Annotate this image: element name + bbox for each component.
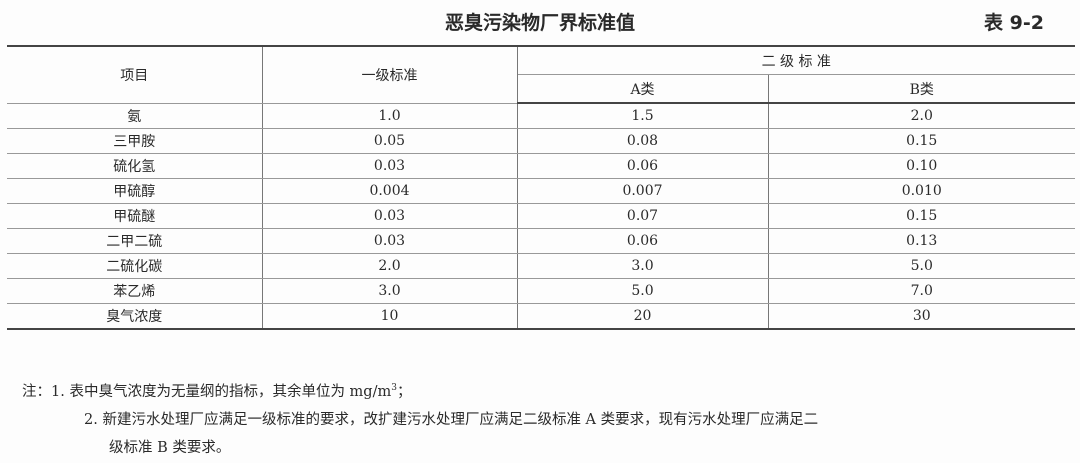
table-row: 三甲胺 0.05 0.08 0.15 (7, 128, 1075, 154)
cell-grade2-a: 0.007 (516, 178, 769, 204)
note-1: 注：1. 表中臭气浓度为无量纲的指标，其余单位为 mg/m3； (22, 383, 412, 400)
cell-item: 二硫化碳 (7, 253, 263, 279)
table-row: 硫化氢 0.03 0.06 0.10 (7, 153, 1075, 179)
notes: 注：1. 表中臭气浓度为无量纲的指标，其余单位为 mg/m3； 2. 新建污水处… (22, 374, 818, 462)
cell-grade1: 2.0 (261, 253, 518, 279)
cell-grade1: 0.05 (261, 128, 518, 154)
table-row: 苯乙烯 3.0 5.0 7.0 (7, 278, 1075, 304)
cell-grade2-b: 0.010 (767, 178, 1075, 204)
cell-grade2-a: 5.0 (516, 278, 769, 304)
header-grade2: 二 级 标 准 (516, 45, 1075, 75)
cell-item: 臭气浓度 (7, 303, 263, 330)
cell-item: 硫化氢 (7, 153, 263, 179)
cell-grade1: 3.0 (261, 278, 518, 304)
cell-item: 甲硫醇 (7, 178, 263, 204)
cell-grade2-a: 3.0 (516, 253, 769, 279)
cell-grade2-a: 0.06 (516, 228, 769, 254)
table-row: 二硫化碳 2.0 3.0 5.0 (7, 253, 1075, 279)
cell-grade1: 0.03 (261, 228, 518, 254)
table-row: 氨 1.0 1.5 2.0 (7, 103, 1075, 129)
cell-grade1: 0.004 (261, 178, 518, 204)
note-2-line-2: 级标准 B 类要求。 (109, 439, 231, 456)
cell-item: 氨 (7, 103, 263, 129)
table-row: 甲硫醚 0.03 0.07 0.15 (7, 203, 1075, 229)
table-row: 二甲二硫 0.03 0.06 0.13 (7, 228, 1075, 254)
cell-grade2-b: 2.0 (767, 103, 1075, 129)
cell-grade2-a: 0.07 (516, 203, 769, 229)
cell-grade2-b: 0.15 (767, 203, 1075, 229)
cell-item: 二甲二硫 (7, 228, 263, 254)
cell-grade2-b: 5.0 (767, 253, 1075, 279)
cell-grade2-b: 30 (767, 303, 1075, 330)
cell-grade2-b: 0.15 (767, 128, 1075, 154)
cell-grade2-b: 0.13 (767, 228, 1075, 254)
cell-item: 苯乙烯 (7, 278, 263, 304)
cell-grade2-a: 0.06 (516, 153, 769, 179)
header-item: 项目 (7, 45, 263, 104)
cell-grade1: 1.0 (261, 103, 518, 129)
standards-table: 项目 一级标准 二 级 标 准 A类 B类 氨 1.0 1.5 2.0 三甲胺 0.05 0… (7, 45, 1075, 330)
header-grade2-a: A类 (517, 74, 769, 104)
header-grade2-b: B类 (767, 74, 1075, 104)
table-title: 恶臭污染物厂界标准值 (444, 12, 635, 34)
table-number: 表 9-2 (984, 12, 1044, 34)
table-row: 甲硫醇 0.004 0.007 0.010 (7, 178, 1075, 204)
cell-grade1: 0.03 (261, 153, 518, 179)
cell-item: 三甲胺 (7, 128, 263, 154)
cell-grade2-b: 0.10 (767, 153, 1075, 179)
header-grade1: 一级标准 (261, 45, 518, 104)
cell-item: 甲硫醚 (7, 203, 263, 229)
note-2-line-1: 2. 新建污水处理厂应满足一级标准的要求，改扩建污水处理厂应满足二级标准 A 类… (84, 411, 819, 428)
cell-grade2-a: 0.08 (516, 128, 769, 154)
cell-grade2-a: 1.5 (516, 103, 769, 129)
cell-grade1: 0.03 (261, 203, 518, 229)
table-row: 臭气浓度 10 20 30 (7, 303, 1075, 330)
cell-grade2-b: 7.0 (767, 278, 1075, 304)
cell-grade1: 10 (261, 303, 518, 330)
cell-grade2-a: 20 (516, 303, 769, 330)
